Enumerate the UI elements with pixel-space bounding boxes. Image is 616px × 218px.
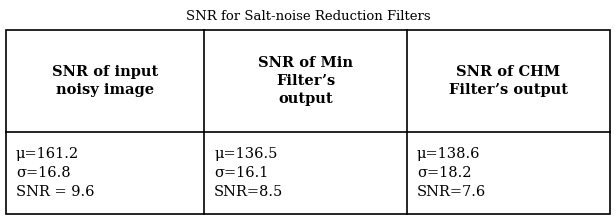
Text: μ=161.2
σ=16.8
SNR = 9.6: μ=161.2 σ=16.8 SNR = 9.6 [16,147,94,199]
Text: SNR of input
noisy image: SNR of input noisy image [52,65,158,97]
Text: SNR of CHM
Filter’s output: SNR of CHM Filter’s output [449,65,568,97]
Bar [6,30,610,214]
Text: SNR of Min
Filter’s
output: SNR of Min Filter’s output [258,56,353,106]
Text: SNR for Salt-noise Reduction Filters: SNR for Salt-noise Reduction Filters [185,10,431,23]
Text: μ=138.6
σ=18.2
SNR=7.6: μ=138.6 σ=18.2 SNR=7.6 [417,147,486,199]
Text: μ=136.5
σ=16.1
SNR=8.5: μ=136.5 σ=16.1 SNR=8.5 [214,147,283,199]
Bar [6,30,610,214]
